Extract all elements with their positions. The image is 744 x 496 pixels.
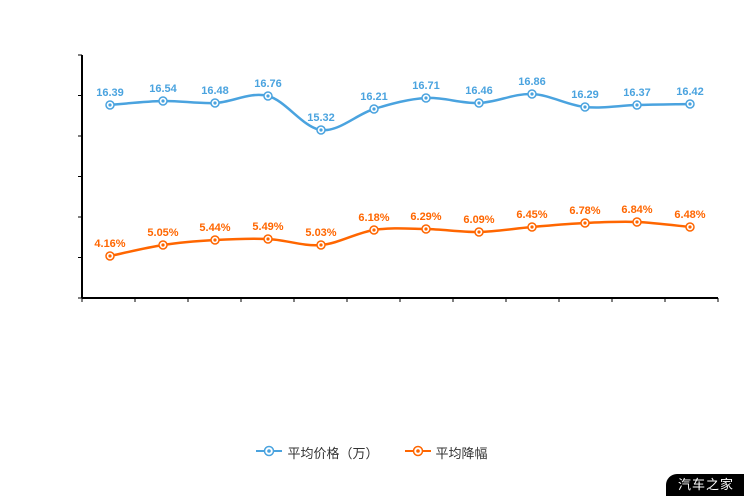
data-point-marker-dot-1-6 xyxy=(424,227,428,231)
data-point-marker-dot-0-8 xyxy=(530,92,534,96)
legend-line-marker-icon xyxy=(256,445,283,460)
watermark-text: 汽车之家 xyxy=(677,477,734,492)
data-point-label-1-6: 6.29% xyxy=(410,211,441,223)
data-point-marker-dot-0-3 xyxy=(266,94,270,98)
data-point-marker-dot-1-11 xyxy=(688,225,692,229)
data-point-marker-dot-0-7 xyxy=(477,101,481,105)
data-point-marker-dot-1-9 xyxy=(583,221,587,225)
data-point-marker-dot-1-7 xyxy=(477,230,481,234)
legend-item-average-price[interactable]: 平均价格（万） xyxy=(256,443,379,462)
data-point-label-0-9: 16.29 xyxy=(571,89,599,101)
data-point-label-1-1: 5.05% xyxy=(147,227,178,239)
data-point-label-0-7: 16.46 xyxy=(465,85,493,97)
data-point-marker-dot-0-9 xyxy=(583,105,587,109)
data-point-marker-dot-0-0 xyxy=(108,103,112,107)
legend-label-average-discount: 平均降幅 xyxy=(435,446,488,461)
data-point-marker-dot-1-8 xyxy=(530,225,534,229)
data-point-label-1-10: 6.84% xyxy=(621,204,652,216)
legend: 平均价格（万） 平均降幅 xyxy=(0,443,744,462)
data-point-label-1-5: 6.18% xyxy=(358,212,389,224)
data-point-label-0-4: 15.32 xyxy=(307,112,335,124)
data-point-marker-dot-1-10 xyxy=(635,220,639,224)
series-line-0 xyxy=(108,92,692,132)
data-point-label-1-11: 6.48% xyxy=(674,209,705,221)
legend-item-average-discount[interactable]: 平均降幅 xyxy=(404,443,488,462)
data-point-label-1-9: 6.78% xyxy=(569,205,600,217)
data-point-label-0-5: 16.21 xyxy=(360,91,388,103)
data-point-label-1-8: 6.45% xyxy=(516,209,547,221)
data-point-label-0-2: 16.48 xyxy=(201,85,229,97)
legend-label-average-price: 平均价格（万） xyxy=(287,446,379,461)
data-point-marker-dot-0-4 xyxy=(319,128,323,132)
data-point-label-1-0: 4.16% xyxy=(94,238,125,250)
series-line-1 xyxy=(108,220,692,258)
data-point-label-0-1: 16.54 xyxy=(149,83,177,95)
data-point-label-1-7: 6.09% xyxy=(463,214,494,226)
data-point-marker-dot-1-0 xyxy=(108,254,112,258)
data-point-label-1-3: 5.49% xyxy=(252,221,283,233)
data-point-label-1-2: 5.44% xyxy=(199,222,230,234)
watermark-autohome: 汽车之家 xyxy=(665,474,744,496)
data-point-label-0-0: 16.39 xyxy=(96,87,124,99)
data-point-label-1-4: 5.03% xyxy=(305,227,336,239)
data-point-marker-dot-1-2 xyxy=(213,238,217,242)
data-point-marker-dot-1-5 xyxy=(372,228,376,232)
data-point-label-0-3: 16.76 xyxy=(254,78,282,90)
data-point-marker-dot-0-1 xyxy=(161,99,165,103)
data-point-marker-dot-1-1 xyxy=(161,243,165,247)
data-point-marker-dot-0-2 xyxy=(213,101,217,105)
data-point-label-0-10: 16.37 xyxy=(623,87,651,99)
data-point-marker-dot-1-3 xyxy=(266,237,270,241)
data-point-label-0-8: 16.86 xyxy=(518,76,546,88)
data-point-marker-dot-0-6 xyxy=(424,96,428,100)
data-point-label-0-6: 16.71 xyxy=(412,80,440,92)
data-point-marker-dot-1-4 xyxy=(319,243,323,247)
data-point-marker-dot-0-11 xyxy=(688,102,692,106)
legend-line-marker-icon xyxy=(404,445,431,460)
data-point-marker-dot-0-5 xyxy=(372,107,376,111)
data-point-marker-dot-0-10 xyxy=(635,103,639,107)
data-point-label-0-11: 16.42 xyxy=(676,86,704,98)
